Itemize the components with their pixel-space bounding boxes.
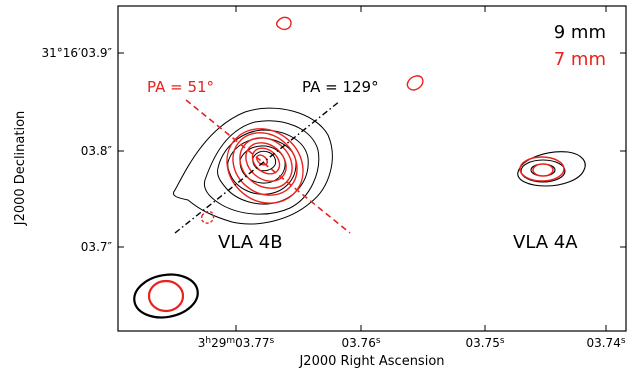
- xtick-3.77-h: h: [205, 336, 211, 346]
- contour-vla4a-9mm-outer: [517, 151, 586, 187]
- pa-line-129: [174, 100, 341, 234]
- xtick-3.77-sec: 03.77: [235, 336, 269, 350]
- pa-label-129: PA = 129°: [302, 78, 379, 96]
- contour-9mm-level-1: [173, 107, 333, 225]
- legend-entry-7mm: 7 mm: [554, 49, 606, 70]
- noise-contour-3: [200, 210, 215, 224]
- xtick-3.77-min: 29: [211, 336, 226, 350]
- xtick-3.77-m: m: [226, 336, 235, 346]
- contour-7mm-level-6: [256, 154, 268, 166]
- xtick-3.74-s: s: [621, 336, 626, 346]
- ytick-label-3.9: 31°16′03.9″: [42, 46, 113, 60]
- noise-contour-2: [406, 75, 424, 91]
- y-axis-label: J2000 Declination: [13, 111, 28, 227]
- xtick-3.75-sec: 03.75: [465, 336, 499, 350]
- contours-vla4b-7mm: [200, 16, 424, 224]
- contours-vla4a: [517, 151, 586, 187]
- contour-vla4a-7mm-outer: [519, 156, 565, 182]
- pa-label-51: PA = 51°: [147, 78, 214, 96]
- ytick-label-3.7: 03.7″: [81, 240, 113, 254]
- contour-7mm-level-1: [226, 128, 304, 204]
- contour-9mm-level-2: [203, 120, 320, 215]
- contour-7mm-level-3: [239, 137, 293, 189]
- ticks: [118, 6, 626, 331]
- contour-7mm-level-4: [245, 142, 287, 182]
- contour-vla4a-7mm-inner: [532, 163, 554, 177]
- legend-entry-9mm: 9 mm: [554, 22, 606, 43]
- xtick-3.76-s: s: [376, 336, 381, 346]
- xtick-3.77-hours: 3: [198, 336, 206, 350]
- pa-line-51: [185, 99, 351, 234]
- xtick-3.76-sec: 03.76: [341, 336, 375, 350]
- beam-7mm: [147, 279, 185, 313]
- xtick-label-3.77: 3h29m03.77s: [198, 336, 275, 350]
- plot-frame: [117, 5, 627, 332]
- xtick-label-3.74: 03.74s: [586, 336, 625, 350]
- xtick-label-3.76: 03.76s: [341, 336, 380, 350]
- contour-7mm-level-5: [251, 147, 281, 175]
- ytick-label-3.8: 03.8″: [81, 144, 113, 158]
- x-axis-label: J2000 Right Ascension: [298, 354, 444, 369]
- xtick-3.75-s: s: [500, 336, 505, 346]
- xtick-label-3.75: 03.75s: [465, 336, 504, 350]
- xtick-3.77-s: s: [270, 336, 275, 346]
- source-label-vla4a: VLA 4A: [513, 232, 578, 253]
- source-label-vla4b: VLA 4B: [218, 232, 283, 253]
- noise-contour-1: [276, 16, 292, 31]
- contour-9mm-level-5: [239, 145, 286, 184]
- xtick-3.74-sec: 03.74: [586, 336, 620, 350]
- contour-9mm-level-6: [252, 150, 277, 172]
- contour-9mm-level-3: [217, 129, 309, 205]
- beam-9mm: [133, 273, 199, 319]
